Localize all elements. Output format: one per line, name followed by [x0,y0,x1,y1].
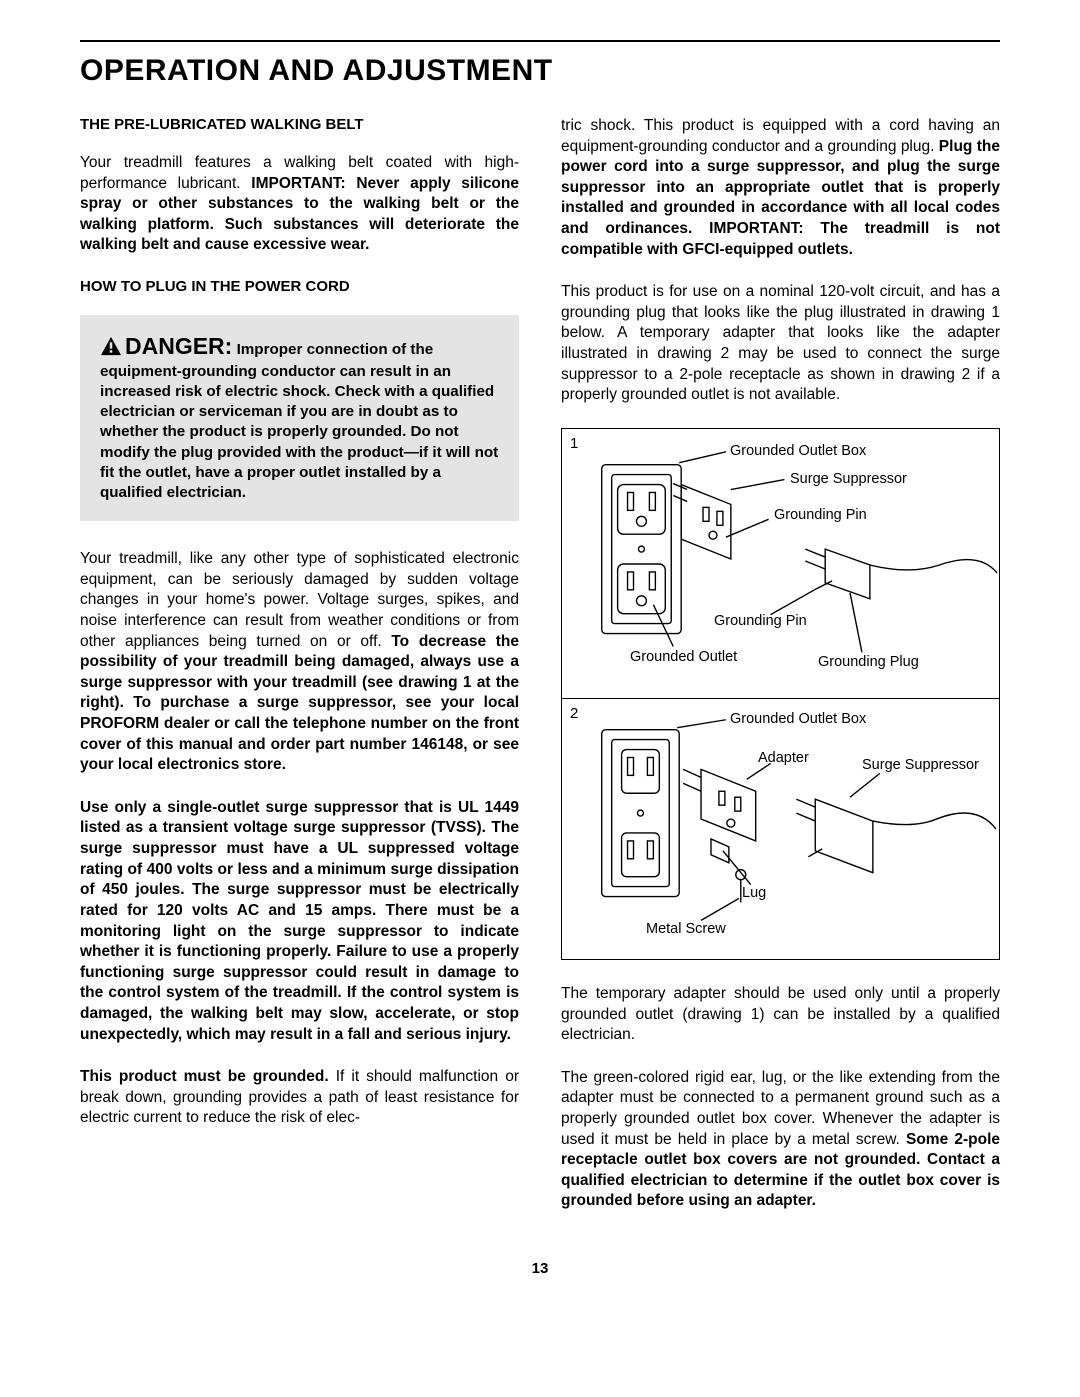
danger-box: DANGER: Improper connection of the equip… [80,315,519,521]
two-column-layout: THE PRE-LUBRICATED WALKING BELT Your tre… [80,116,1000,1212]
outlet-diagram-1 [562,429,999,699]
label-gp1: Grounding Pin [774,507,867,523]
label-gob-1: Grounded Outlet Box [730,443,866,459]
para-green-ear: The green-colored rigid ear, lug, or the… [561,1068,1000,1212]
para-temporary: The temporary adapter should be used onl… [561,984,1000,1046]
diagram-panel-1: 1 [562,429,999,699]
diagram-panel-2: 2 [562,699,999,959]
diagram-frame: 1 [561,428,1000,960]
surge-b: To decrease the possibility of your trea… [80,633,519,774]
label-lug: Lug [742,885,766,901]
para-belt: Your treadmill features a walking belt c… [80,153,519,256]
label-ss-2: Surge Suppressor [862,757,979,773]
page-number: 13 [80,1260,1000,1277]
label-gob-2: Grounded Outlet Box [730,711,866,727]
para-120v: This product is for use on a nominal 120… [561,282,1000,406]
label-gp2: Grounding Pin [714,613,807,629]
page-title: OPERATION AND ADJUSTMENT [80,54,1000,88]
label-go: Grounded Outlet [630,649,737,665]
left-column: THE PRE-LUBRICATED WALKING BELT Your tre… [80,116,519,1212]
danger-body: Improper connection of the equipment-gro… [100,341,498,501]
label-adapter: Adapter [758,750,809,766]
label-ss-1: Surge Suppressor [790,471,907,487]
label-gplug: Grounding Plug [818,654,919,670]
label-screw: Metal Screw [646,921,726,937]
panel-1-number: 1 [570,435,578,452]
para-cord: tric shock. This product is equipped wit… [561,116,1000,260]
subhead-belt: THE PRE-LUBRICATED WALKING BELT [80,116,519,133]
para-surge: Your treadmill, like any other type of s… [80,549,519,776]
top-rule [80,40,1000,42]
cord-a: tric shock. This product is equipped wit… [561,117,1000,155]
outlet-diagram-2 [562,699,999,959]
para-ul1449: Use only a single-outlet surge suppresso… [80,798,519,1045]
right-column: tric shock. This product is equipped wit… [561,116,1000,1212]
warning-icon [100,336,122,356]
cord-b: Plug the power cord into a surge suppres… [561,138,1000,258]
subhead-power: HOW TO PLUG IN THE POWER CORD [80,278,519,295]
para-grounded: This product must be grounded. If it sho… [80,1067,519,1129]
danger-content: DANGER: Improper connection of the equip… [100,331,499,503]
panel-2-number: 2 [570,705,578,722]
danger-label: DANGER: [125,333,232,359]
grounded-a: This product must be grounded. [80,1068,329,1085]
